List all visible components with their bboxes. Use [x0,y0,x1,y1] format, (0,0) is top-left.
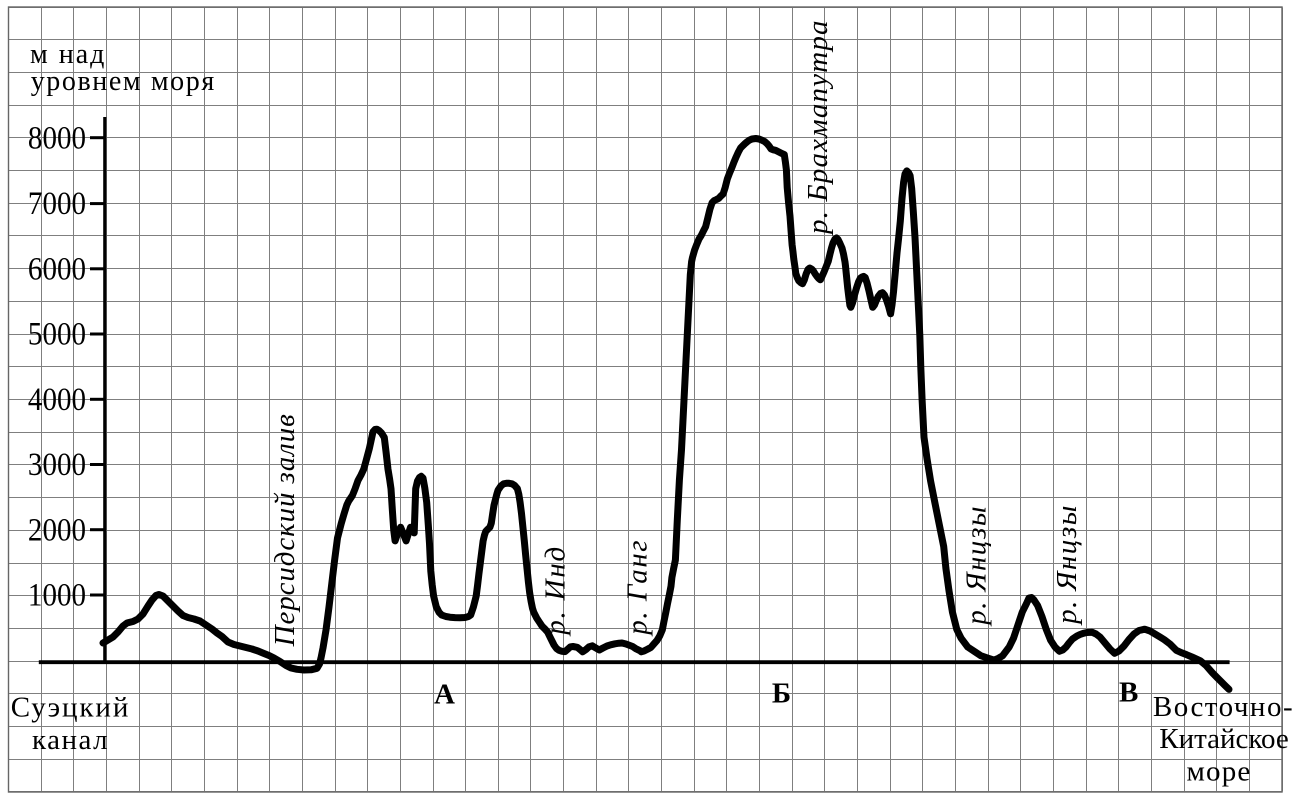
svg-text:море: море [1186,756,1251,788]
svg-text:Китайское: Китайское [1159,723,1289,755]
svg-text:р. Инд: р. Инд [540,545,572,637]
svg-text:канал: канал [32,724,109,756]
svg-text:3000: 3000 [28,445,86,482]
svg-text:р. Ганг: р. Ганг [621,539,653,637]
svg-text:Персидский залив: Персидский залив [269,413,301,647]
svg-text:2000: 2000 [28,511,86,548]
svg-text:В: В [1119,677,1138,709]
svg-text:7000: 7000 [28,184,86,221]
svg-text:5000: 5000 [28,315,86,352]
svg-text:1000: 1000 [28,576,86,613]
svg-text:4000: 4000 [28,380,86,417]
svg-text:8000: 8000 [28,119,86,156]
svg-text:р. Брахмапутра: р. Брахмапутра [802,19,834,236]
svg-text:Б: Б [772,678,791,710]
svg-text:р. Янцзы: р. Янцзы [1051,504,1083,626]
svg-text:А: А [434,678,455,710]
svg-text:уровнем моря: уровнем моря [31,66,216,97]
svg-text:6000: 6000 [28,250,86,287]
svg-text:Восточно-: Восточно- [1153,691,1294,723]
svg-text:м над: м над [30,39,106,70]
svg-text:р. Янцзы: р. Янцзы [960,505,992,627]
svg-text:Суэцкий: Суэцкий [11,691,131,723]
